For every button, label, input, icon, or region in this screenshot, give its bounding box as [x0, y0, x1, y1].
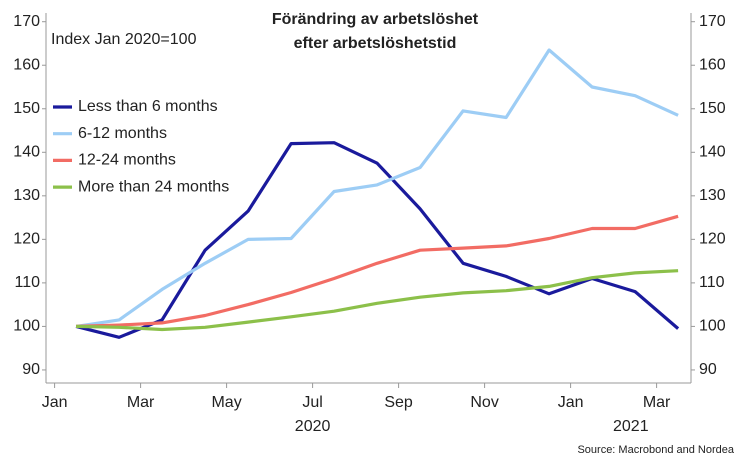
y-tick-label: 170: [13, 13, 40, 30]
y-tick-label: 150: [13, 100, 40, 117]
chart-title: Förändring av arbetslöshet: [272, 11, 479, 28]
x-tick-label: May: [211, 394, 241, 411]
y-tick-label: 120: [13, 231, 40, 248]
year-label: 2020: [295, 418, 331, 435]
legend-label: More than 24 months: [78, 178, 229, 195]
y-tick-label: 130: [13, 187, 40, 204]
series-line: [75, 48, 679, 328]
y2-tick-label: 120: [699, 231, 726, 248]
y2-tick-label: 100: [699, 318, 726, 335]
series-line: [76, 214, 679, 328]
x-tick-label: Nov: [470, 394, 498, 411]
y-tick-label: 100: [13, 318, 40, 335]
source: Source: Macrobond and Nordea: [577, 444, 734, 456]
y-tick-label: 110: [14, 274, 40, 291]
x-tick-label: Jul: [302, 394, 322, 411]
x-tick-label: Mar: [643, 394, 671, 411]
y2-tick-label: 110: [699, 274, 725, 291]
series-line: [76, 269, 679, 332]
y-tick-label: 160: [13, 56, 40, 73]
annotation: Index Jan 2020=100: [51, 31, 197, 48]
legend-label: 6-12 months: [78, 125, 167, 142]
x-tick-label: Sep: [384, 394, 413, 411]
x-tick-label: Jan: [42, 394, 68, 411]
year-label: 2021: [613, 418, 649, 435]
y-tick-label: 140: [13, 144, 40, 161]
y-tick-label: 90: [22, 361, 40, 378]
legend-label: 12-24 months: [78, 152, 176, 169]
legend-label: Less than 6 months: [78, 98, 218, 115]
y2-tick-label: 90: [699, 361, 717, 378]
y2-tick-label: 130: [699, 187, 726, 204]
y2-tick-label: 150: [699, 100, 726, 117]
y2-tick-label: 140: [699, 144, 726, 161]
chart-title: efter arbetslöshetstid: [294, 35, 457, 52]
y2-tick-label: 160: [699, 56, 726, 73]
series-line: [75, 141, 680, 339]
x-tick-label: Jan: [558, 394, 584, 411]
y2-tick-label: 170: [699, 13, 726, 30]
x-tick-label: Mar: [127, 394, 155, 411]
